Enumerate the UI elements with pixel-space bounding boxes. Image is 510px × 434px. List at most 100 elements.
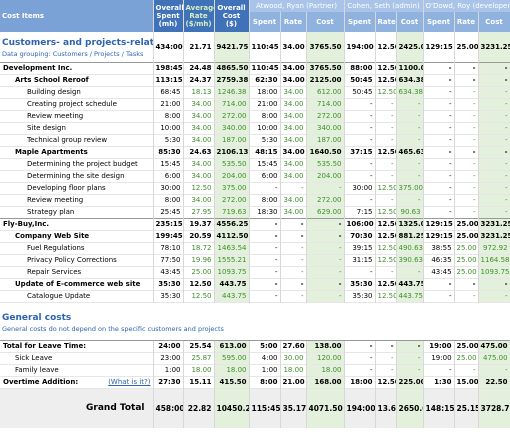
cell: -	[375, 364, 397, 376]
table-row: Technical group review 5:30 34.00 187.00 5:3…	[0, 134, 510, 146]
cell: 187.00	[306, 134, 345, 146]
cell: 1093.75	[214, 266, 250, 278]
cell: -	[396, 364, 424, 376]
cell: 20.59	[183, 230, 215, 242]
cell: -	[454, 206, 479, 218]
cell: 225.00	[396, 376, 424, 388]
cell: 46:35	[423, 254, 455, 266]
cell: -	[375, 122, 397, 134]
cell: -	[344, 110, 376, 122]
cell: 4865.50	[214, 61, 250, 74]
cell: 25.15	[454, 388, 479, 428]
person-header: Cohen, Seth (admin)	[344, 0, 424, 12]
cell: -	[423, 364, 455, 376]
cell: -	[454, 364, 479, 376]
cell: 34.00	[280, 110, 307, 122]
cell: 15:45	[249, 158, 281, 170]
label-text: Update of E-commerce web site	[15, 280, 141, 288]
cell: -	[396, 122, 424, 134]
row-label: Review meeting	[0, 110, 154, 122]
cell: 38:55	[423, 242, 455, 254]
cell: -	[454, 110, 479, 122]
cell: -	[280, 182, 307, 194]
cell: 194:00	[344, 32, 376, 62]
cell: 1093.75	[478, 266, 510, 278]
table-row: Determining the site design 6:00 34.00 204.…	[0, 170, 510, 182]
cell: 50:45	[344, 86, 376, 98]
label-text: Total for Leave Time:	[3, 342, 86, 350]
label-text: Repair Services	[27, 268, 82, 276]
cell: 25.87	[183, 352, 215, 364]
cell: -	[249, 217, 281, 230]
label-text: Review meeting	[27, 196, 84, 204]
cell: -	[396, 98, 424, 110]
cell: 24.37	[183, 74, 215, 86]
table-row: Sick Leave 23:00 25.87 595.00 4:00 30.00 120.0…	[0, 352, 510, 364]
cell: 25.00	[454, 266, 479, 278]
cell: -	[344, 98, 376, 110]
cell: 25.00	[454, 340, 479, 352]
cell: 113:15	[153, 74, 184, 86]
cell: 25.00	[454, 352, 479, 364]
row-label: Creating project schedule	[0, 98, 154, 110]
table-row: Site design 10:00 34.00 340.00 10:00 34.00 340…	[0, 122, 510, 134]
cell: 30:00	[153, 182, 184, 194]
cell: 12.50	[375, 61, 397, 74]
cell: 18.00	[214, 364, 250, 376]
table-row: Repair Services 43:45 25.00 1093.75- - - - - -43…	[0, 266, 510, 278]
cell: 106:00	[344, 217, 376, 230]
cell: -	[423, 158, 455, 170]
row-label: Sick Leave	[0, 352, 154, 364]
row-label: Repair Services	[0, 266, 154, 278]
label-text: Family leave	[15, 366, 59, 374]
cell: 68:45	[153, 86, 184, 98]
cell: 19.96	[183, 254, 215, 266]
cell: 1:00	[153, 364, 184, 376]
cell: 187.00	[214, 134, 250, 146]
cell: 12.50	[375, 146, 397, 158]
cell: 7:15	[344, 206, 376, 218]
cell: 35.17	[280, 388, 307, 428]
cell: 85:30	[153, 146, 184, 158]
label-text: Catalogue Update	[27, 292, 91, 300]
table-row: Determining the project budget 15:45 34.00…	[0, 158, 510, 170]
cell: 12.50	[375, 32, 397, 62]
cell: -	[344, 194, 376, 206]
cell: -	[375, 352, 397, 364]
cell: 5:30	[153, 134, 184, 146]
cell: -	[396, 158, 424, 170]
cell: 34.00	[280, 194, 307, 206]
row-label: Overtime Addition: (What is it?)	[0, 376, 154, 388]
cell: 31:15	[344, 254, 376, 266]
cell: -	[280, 266, 307, 278]
row-label: Company Web Site	[0, 230, 154, 242]
label-text: Arts School Reroof	[15, 76, 89, 84]
sub-header: Spent	[423, 12, 455, 32]
cell: -	[249, 290, 281, 302]
table-row: Developing floor plans 30:00 12.50 375.00- -…	[0, 182, 510, 194]
section-cell: General costs General costs do not depend…	[0, 302, 510, 341]
cell: 634.38	[396, 86, 424, 98]
cell: -	[249, 278, 281, 290]
cell: -	[478, 98, 510, 110]
table-row: Total for Leave Time: 24:00 25.54 613.00 5:0…	[0, 340, 510, 352]
cell: 490.63	[396, 242, 424, 254]
cell: 12.50	[183, 290, 215, 302]
cell: 2425.00	[396, 32, 424, 62]
cell: 34.00	[183, 134, 215, 146]
label-text: Creating project schedule	[27, 100, 117, 108]
cell: 22.50	[478, 376, 510, 388]
cell: -	[454, 98, 479, 110]
cell: -	[454, 290, 479, 302]
cell: -	[306, 278, 345, 290]
help-link[interactable]: (What is it?)	[108, 378, 151, 386]
cell: 34.00	[280, 122, 307, 134]
cell: -	[454, 278, 479, 290]
cell: 21.00	[280, 376, 307, 388]
cell: 129:15	[423, 32, 455, 62]
cell: 5:30	[249, 134, 281, 146]
cell: 629.00	[306, 206, 345, 218]
sub-header: Cost	[396, 12, 424, 32]
cell: 1100.00	[396, 61, 424, 74]
cell: -	[478, 206, 510, 218]
